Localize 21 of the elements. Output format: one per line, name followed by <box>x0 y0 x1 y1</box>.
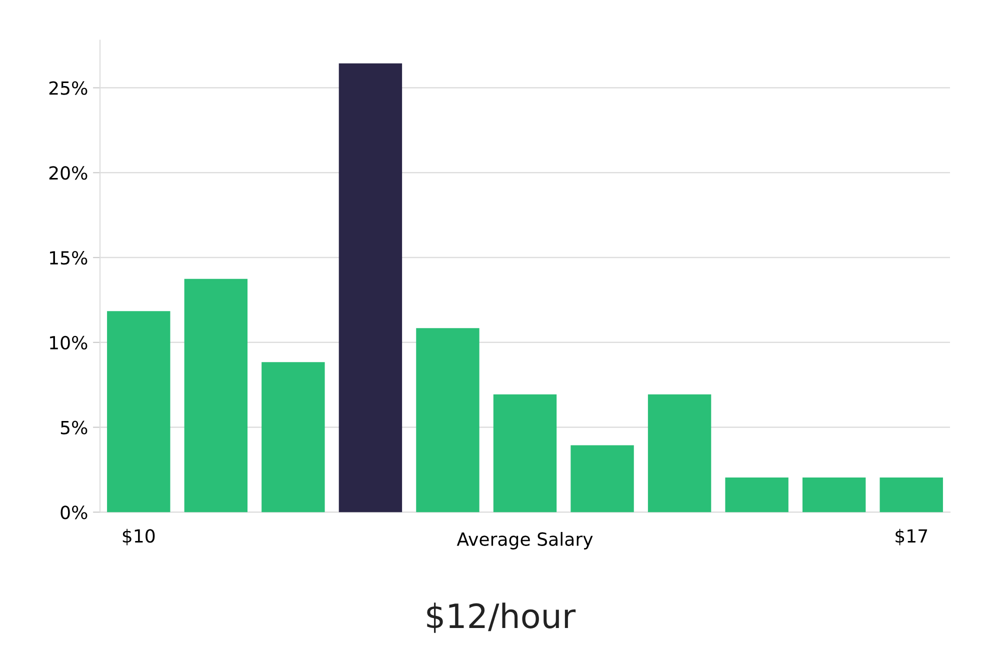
x-axis-title: Average Salary <box>456 532 593 550</box>
bar <box>725 478 788 512</box>
y-tick-label: 10% <box>50 336 88 350</box>
bar <box>880 478 943 512</box>
y-tick-label: 25% <box>49 81 88 95</box>
bar <box>802 478 866 512</box>
bar <box>338 63 402 512</box>
y-tick-label: 15% <box>50 250 88 265</box>
bar <box>416 328 480 512</box>
bar <box>107 311 170 512</box>
x-tick-label: $17 <box>896 528 928 546</box>
x-tick-label: $10 <box>122 528 155 546</box>
y-tick-label: 20% <box>49 166 88 180</box>
bar <box>648 394 712 512</box>
y-tick-label: 5% <box>60 420 88 434</box>
bar <box>184 278 248 512</box>
bar <box>570 445 634 512</box>
bar <box>262 362 325 512</box>
text: $12/hour <box>427 602 576 633</box>
y-tick-label: 0% <box>60 506 88 520</box>
bar <box>493 394 557 512</box>
